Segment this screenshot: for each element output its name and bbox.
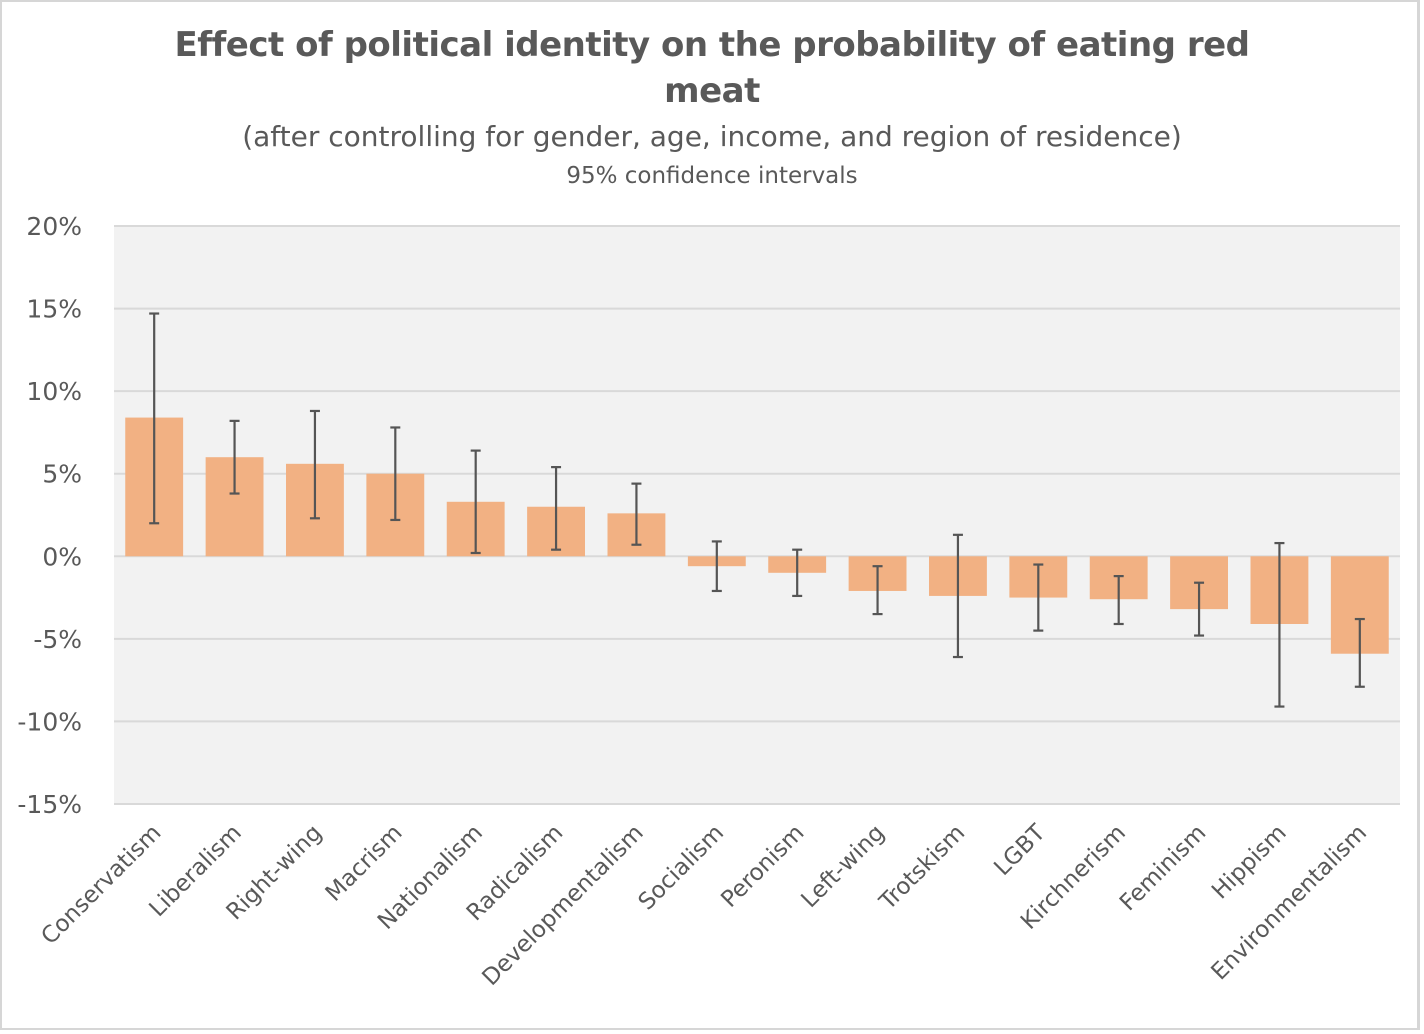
error-bar [1194, 581, 1205, 637]
error-bar [551, 466, 562, 551]
y-tick-label: -5% [33, 625, 82, 654]
error-bar [792, 548, 803, 598]
chart-note: 95% confidence intervals [566, 163, 858, 189]
error-bar [309, 409, 320, 520]
y-tick-label: 0% [42, 542, 82, 571]
chart-title: Effect of political identity on the prob… [0, 22, 1424, 114]
error-bar [390, 426, 401, 522]
x-tick-label: LGBT [989, 819, 1051, 881]
x-tick-label: Left-wing [797, 820, 890, 913]
x-tick-label: Socialism [634, 820, 729, 915]
chart-title-line-1: Effect of political identity on the prob… [174, 25, 1250, 65]
x-tick-label: Peronism [716, 820, 809, 913]
y-tick-label: 5% [42, 460, 82, 489]
x-axis: ConservatismLiberalismRight-wingMacrismN… [36, 819, 1372, 991]
error-bar [1354, 617, 1365, 688]
x-tick-label: Hippism [1207, 820, 1292, 905]
error-bar [229, 419, 240, 495]
y-tick-label: 15% [26, 295, 82, 324]
x-tick-label: Environmentalism [1207, 820, 1373, 986]
y-tick-label: 10% [26, 377, 82, 406]
error-bar [149, 312, 160, 525]
error-bar [631, 482, 642, 546]
error-bar [1033, 563, 1044, 632]
x-tick-label: Conservatism [36, 820, 166, 950]
x-tick-label: Trotskism [874, 820, 970, 916]
gridlines [114, 225, 1400, 805]
chart-title-line-2: meat [664, 71, 760, 111]
error-bar [470, 449, 481, 555]
x-tick-label: Developmentalism [477, 820, 648, 991]
chart-subtitle: (after controlling for gender, age, inco… [242, 120, 1182, 153]
error-bars [149, 312, 1365, 708]
x-tick-label: Feminism [1115, 820, 1211, 916]
error-bar [1113, 575, 1124, 626]
y-axis: 20% 15% 10% 5% 0% -5% -10% -15% [17, 212, 82, 819]
y-tick-label: -10% [17, 707, 82, 736]
error-bar [872, 565, 883, 616]
y-tick-label: -15% [17, 790, 82, 819]
error-bar [711, 540, 722, 593]
error-bar [952, 533, 963, 659]
y-tick-label: 20% [26, 212, 82, 241]
error-bar [1274, 541, 1285, 708]
